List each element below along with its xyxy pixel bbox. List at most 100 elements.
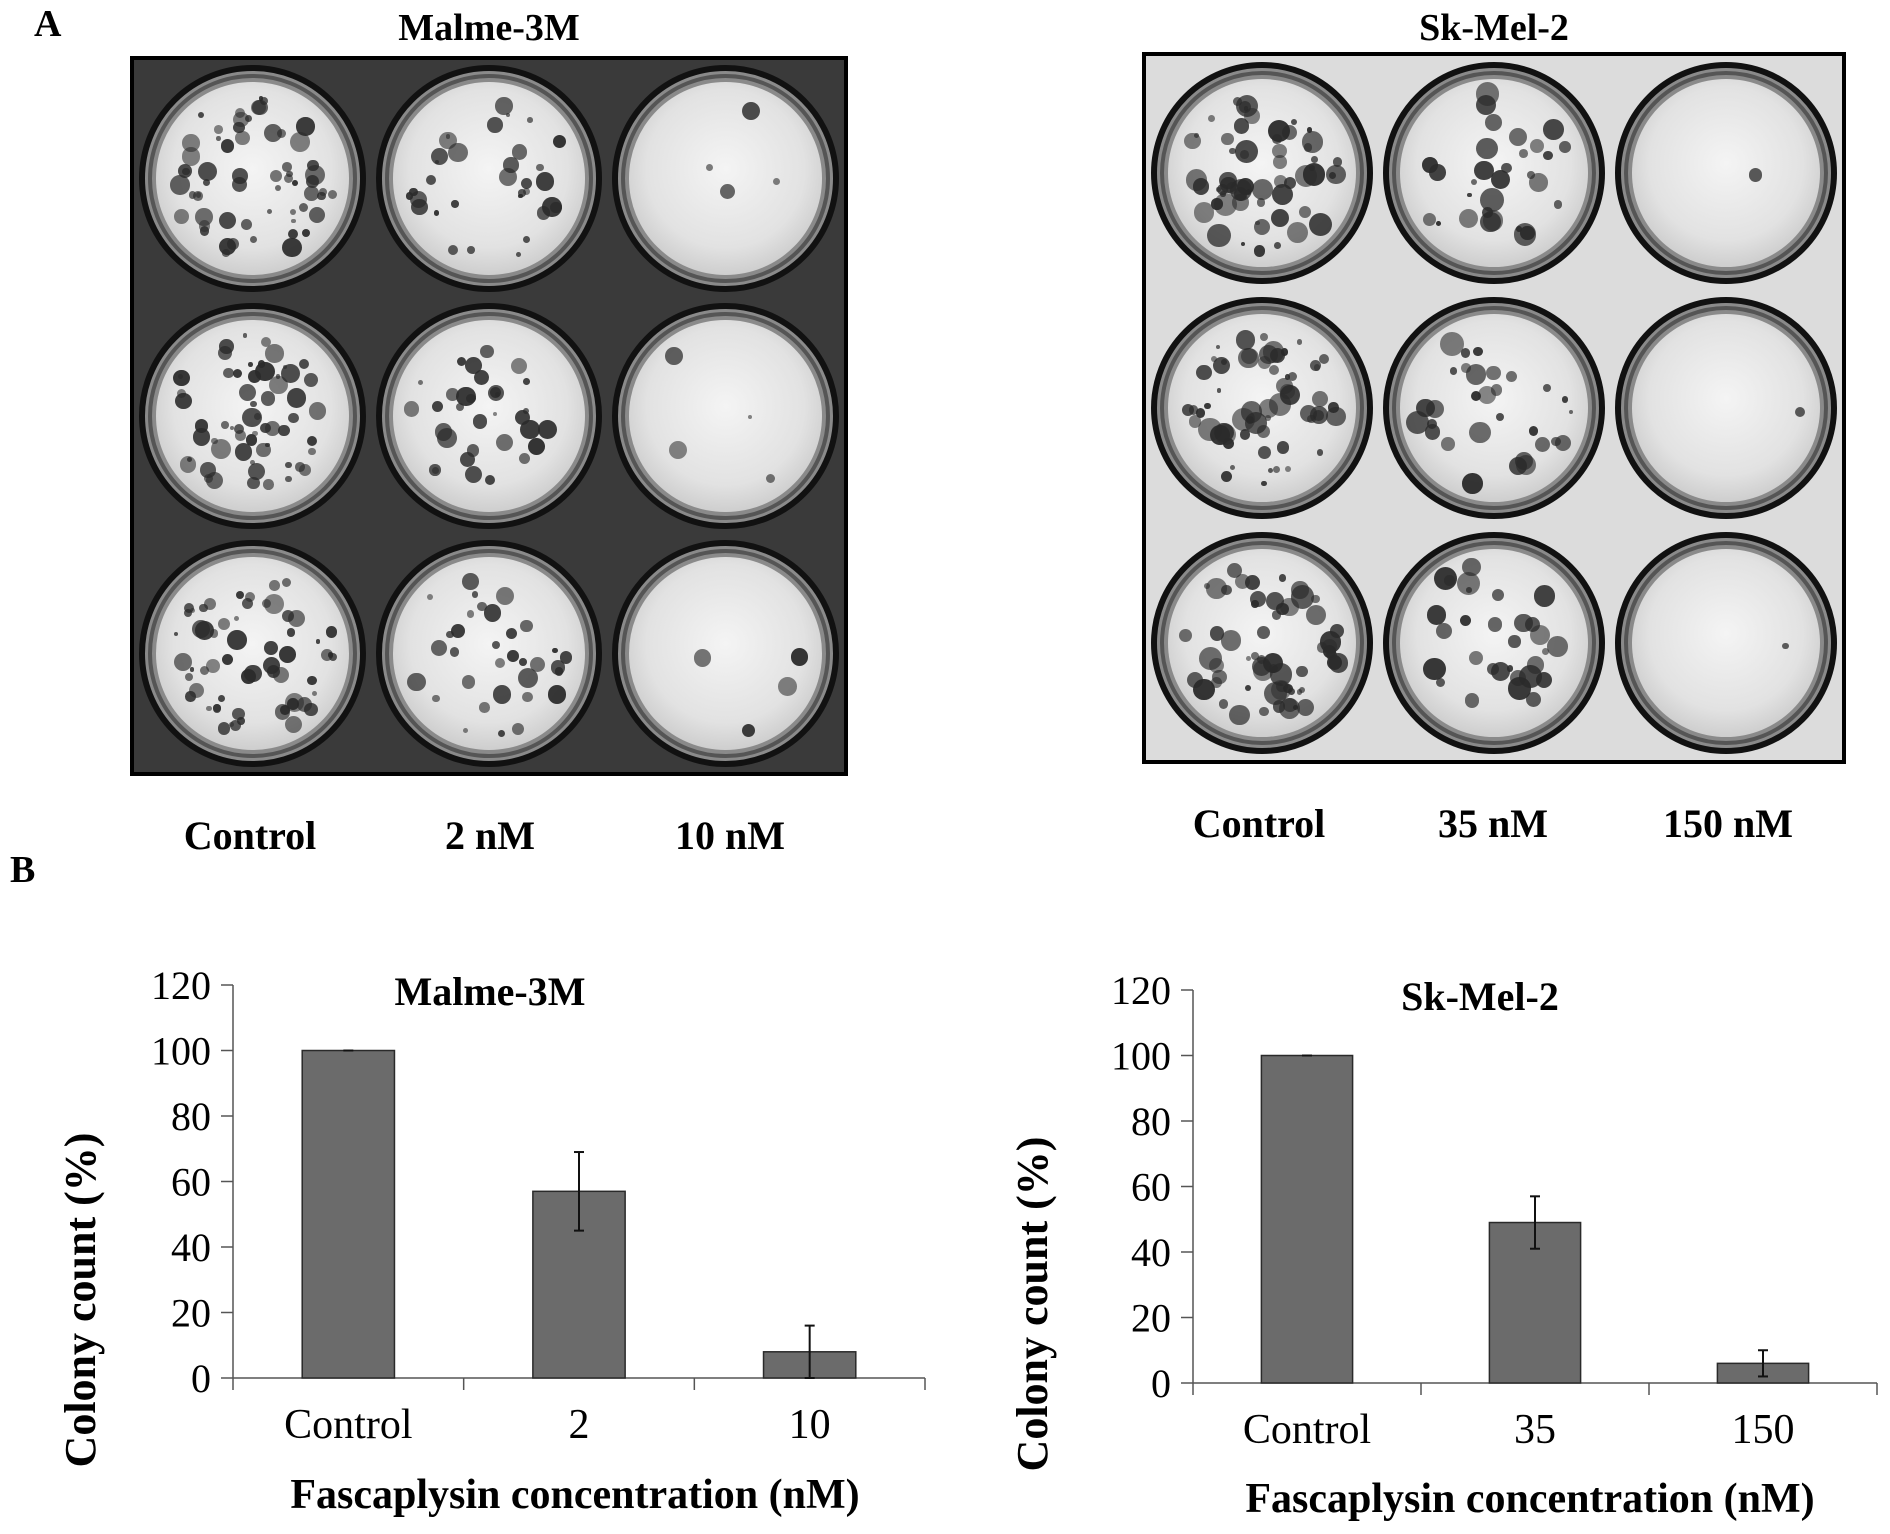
colony [1297, 339, 1303, 345]
colony [179, 456, 196, 473]
well-cell [1610, 56, 1842, 291]
colony [1487, 616, 1503, 632]
colony [206, 705, 212, 712]
colony [520, 419, 540, 439]
colony [220, 139, 235, 153]
colony [1278, 573, 1287, 582]
colony [249, 235, 258, 244]
x-axis-label: Fascaplysin concentration (nM) [290, 1472, 859, 1518]
colony [446, 388, 459, 401]
colony [1296, 665, 1308, 678]
colony [528, 437, 545, 455]
condition-label-skmel-150nm: 150 nM [1663, 801, 1793, 846]
colony [244, 664, 262, 683]
colony [407, 672, 426, 692]
colony [1506, 665, 1514, 672]
y-tick-label: 0 [191, 1356, 211, 1401]
colony [1206, 578, 1227, 599]
colony [493, 412, 498, 417]
colony [1467, 192, 1472, 198]
colony [1186, 169, 1208, 191]
y-axis-label: Colony count (%) [56, 1133, 105, 1468]
colony [296, 117, 315, 136]
colony [184, 672, 193, 681]
colony [506, 650, 519, 662]
colony [1326, 654, 1343, 671]
colony [1259, 332, 1268, 341]
colony [1209, 658, 1225, 674]
colony [1211, 676, 1223, 688]
panel-label-a: A [34, 3, 62, 45]
well-ring [1160, 540, 1364, 745]
well-cell [607, 297, 844, 535]
colony [1287, 221, 1309, 243]
colony [312, 691, 318, 696]
colony [1271, 208, 1290, 227]
colony [305, 164, 326, 185]
colony [1245, 574, 1261, 591]
colony [505, 112, 511, 117]
colony [1279, 384, 1295, 400]
colony [431, 640, 447, 657]
colony [269, 169, 283, 182]
colony [1256, 198, 1266, 207]
colony [1525, 691, 1541, 707]
colony [181, 147, 200, 166]
colony [538, 419, 558, 439]
colony [242, 333, 248, 338]
colony [328, 189, 338, 200]
x-tick-label: 10 [789, 1402, 831, 1448]
colony [195, 208, 213, 226]
colony [496, 433, 514, 451]
colony [512, 723, 525, 736]
colony [244, 591, 256, 603]
chart-title: Sk-Mel-2 [1401, 974, 1559, 1019]
colony [1243, 106, 1249, 111]
colony [1436, 622, 1453, 639]
condition-label-malme-10nm: 10 nM [675, 813, 785, 858]
colony [777, 676, 797, 696]
colony [173, 369, 191, 387]
bar [1260, 1054, 1354, 1384]
y-tick-label: 20 [1131, 1296, 1171, 1341]
well-cell [370, 534, 608, 772]
colony [518, 189, 526, 197]
colony [263, 641, 278, 655]
well-surface [1400, 313, 1588, 502]
colony [1220, 359, 1227, 366]
condition-label-malme-control: Control [183, 813, 317, 858]
colony [523, 236, 531, 244]
chart-title: Malme-3M [394, 969, 585, 1014]
well-ring [1392, 305, 1596, 510]
well-cell [1378, 290, 1610, 526]
well-surface [629, 556, 822, 750]
colony [1444, 575, 1455, 586]
colony [232, 368, 243, 379]
colony [235, 131, 250, 146]
colony [1459, 615, 1472, 627]
colony [1508, 635, 1521, 648]
colony [1271, 610, 1282, 620]
colony [287, 228, 299, 240]
colony [250, 400, 257, 408]
well-ring [621, 311, 830, 521]
colony [523, 378, 531, 385]
colony [1220, 470, 1232, 482]
well-ring [384, 548, 594, 758]
colony [433, 210, 440, 216]
colony [252, 100, 268, 116]
colony [1284, 374, 1291, 380]
y-tick-label: 120 [1111, 968, 1171, 1013]
colony [1559, 140, 1571, 153]
colony [245, 434, 258, 446]
colony [1506, 371, 1518, 383]
bar-chart-skmel: Sk-Mel-2 Colony count (%) Fascaplysin co… [1008, 968, 1878, 1522]
colony [479, 702, 490, 713]
colony [261, 337, 272, 348]
colony [1265, 591, 1284, 610]
colony [451, 624, 466, 639]
well-cell [1146, 290, 1378, 526]
colony [1207, 223, 1231, 248]
colony [260, 422, 271, 434]
colony [1257, 654, 1267, 665]
